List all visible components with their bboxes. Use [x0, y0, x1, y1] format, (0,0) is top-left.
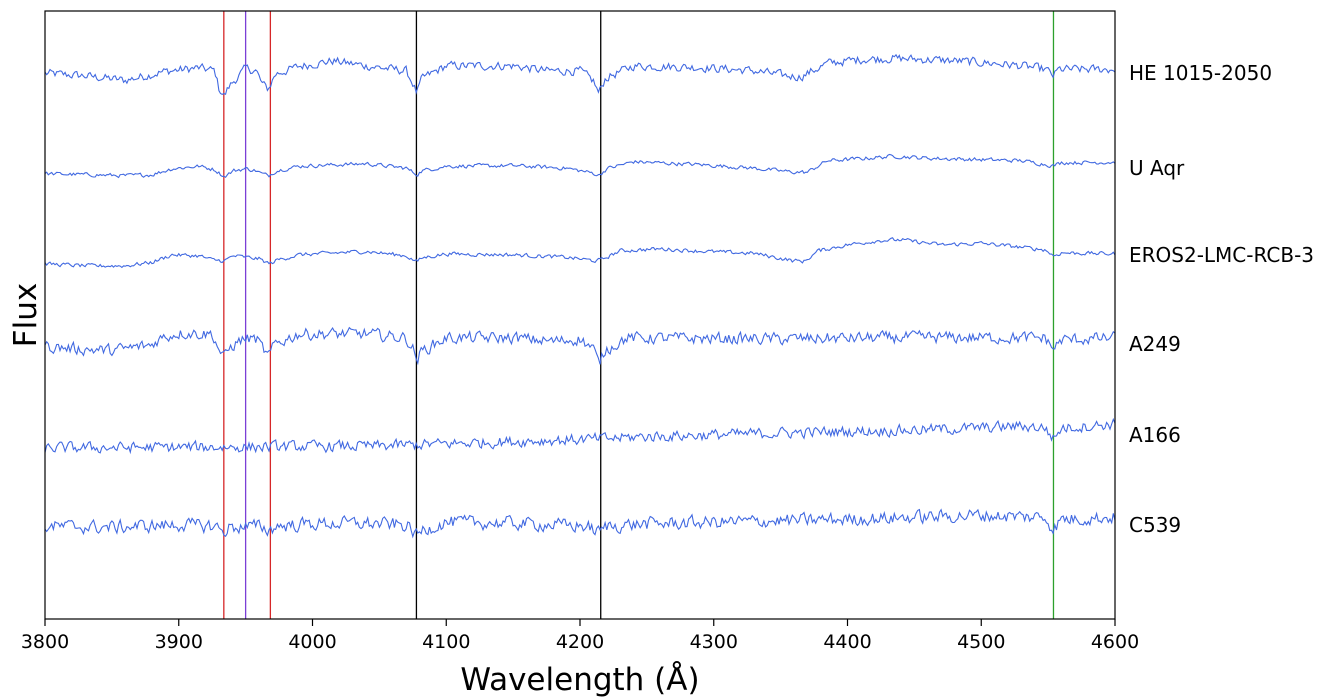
series-labels: HE 1015-2050 U Aqr EROS2-LMC-RCB-3 A249 A166… [1129, 61, 1314, 537]
y-axis-title: Flux [8, 283, 44, 347]
series-line-3 [44, 326, 1116, 366]
series-line-1 [44, 153, 1116, 179]
spectra-series [44, 53, 1116, 539]
series-line-2 [44, 237, 1116, 269]
series-label-5: C539 [1129, 513, 1181, 537]
x-tick-label-2: 4000 [288, 631, 336, 653]
x-tick-label-8: 4600 [1091, 631, 1139, 653]
x-tick-label-0: 3800 [21, 631, 69, 653]
series-label-2: EROS2-LMC-RCB-3 [1129, 243, 1314, 267]
reference-lines [223, 11, 1055, 619]
x-tick-label-4: 4200 [556, 631, 604, 653]
series-line-4 [44, 417, 1116, 455]
series-label-3: A249 [1129, 332, 1181, 356]
x-tick-label-7: 4500 [957, 631, 1005, 653]
series-label-0: HE 1015-2050 [1129, 61, 1272, 85]
x-tick-label-1: 3900 [155, 631, 203, 653]
x-axis-title: Wavelength (Å) [460, 662, 699, 698]
x-tick-label-6: 4400 [823, 631, 871, 653]
x-tick-label-5: 4300 [690, 631, 738, 653]
series-line-5 [44, 508, 1116, 539]
x-axis-ticks: 3800 3900 4000 4100 4200 4300 4400 4500 4600 [21, 619, 1139, 653]
series-label-4: A166 [1129, 423, 1181, 447]
x-tick-label-3: 4100 [422, 631, 470, 653]
series-label-1: U Aqr [1129, 156, 1185, 180]
series-line-0 [44, 53, 1116, 96]
